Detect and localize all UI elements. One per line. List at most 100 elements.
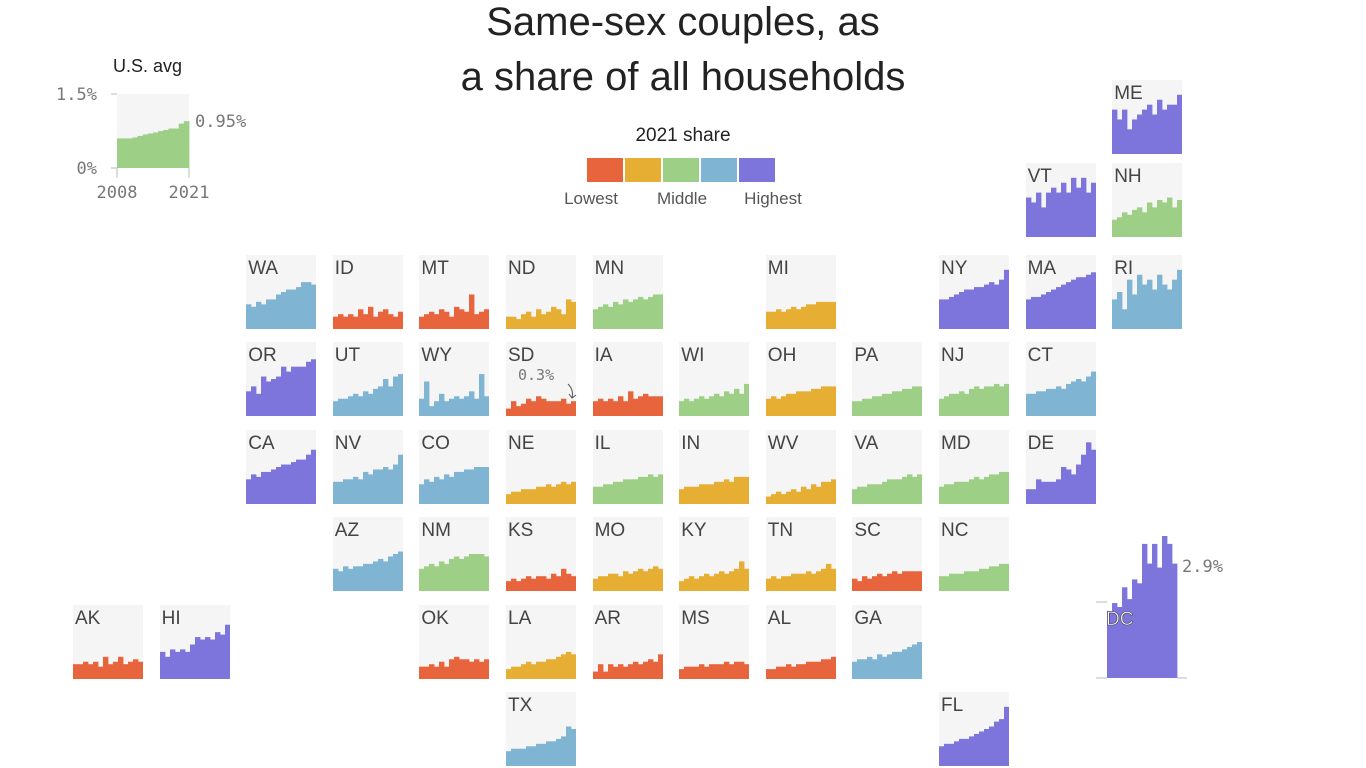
bar-in-2014: [709, 484, 715, 504]
legend-swatch-2: [625, 158, 661, 182]
bar-ma-2018: [1075, 277, 1081, 329]
bar-ms-2017: [724, 661, 730, 679]
bar-or-2014: [276, 376, 282, 416]
bar-ak-2009: [78, 664, 84, 679]
bar-ga-2014: [882, 656, 888, 679]
bar-de-2017: [1070, 474, 1076, 504]
state-tile-or: OR: [246, 342, 317, 416]
bar-tn-2020: [825, 563, 832, 591]
bar-id-2010: [342, 316, 349, 329]
bar-ar-2011: [607, 664, 613, 679]
bar-wy-2017: [464, 396, 470, 416]
state-tile-az: AZ: [332, 517, 403, 591]
bar-or-2008: [246, 391, 252, 416]
bar-nm-2008: [419, 568, 425, 591]
bar-mn-2016: [632, 299, 638, 329]
state-chart-or: [246, 359, 317, 416]
us-avg-bar-2017: [163, 130, 169, 168]
bar-ia-2008: [592, 401, 598, 416]
state-label-ks: KS: [508, 520, 534, 541]
bar-id-2020: [392, 316, 399, 329]
us-avg-bar-2008: [117, 138, 123, 168]
bar-mi-2008: [765, 311, 772, 329]
bar-oh-2021: [830, 386, 836, 416]
bar-sd-2020: [566, 403, 572, 416]
bar-wa-2009: [251, 306, 257, 329]
state-label-nd: ND: [508, 258, 536, 279]
state-label-ok: OK: [421, 608, 449, 629]
bar-pa-2019: [907, 388, 913, 416]
bar-de-2014: [1055, 479, 1061, 504]
bar-il-2016: [632, 479, 638, 504]
bar-ga-2010: [862, 659, 868, 679]
legend-swatch-5: [739, 158, 775, 182]
bar-ok-2020: [479, 661, 485, 679]
bar-de-2013: [1050, 481, 1056, 504]
bar-nd-2020: [566, 299, 572, 329]
bar-ca-2013: [271, 469, 277, 504]
bar-ia-2021: [657, 396, 663, 416]
bar-ny-2015: [974, 287, 980, 329]
bar-ne-2017: [551, 486, 557, 504]
us-avg-bar-2011: [132, 137, 138, 168]
bar-wi-2018: [729, 393, 735, 416]
bar-nv-2021: [397, 454, 403, 504]
bar-id-2013: [357, 309, 364, 329]
bar-ia-2020: [652, 396, 658, 416]
state-tile-ny: NY: [939, 255, 1009, 329]
bar-hi-2008: [159, 651, 165, 679]
bar-ms-2018: [729, 664, 735, 679]
bar-wy-2009: [424, 381, 430, 416]
us-avg-bar-2021: [183, 121, 190, 168]
bar-tn-2013: [790, 573, 797, 591]
bar-ga-2015: [887, 654, 893, 679]
bar-ia-2011: [607, 398, 613, 416]
bar-nd-2008: [506, 316, 512, 329]
bar-va-2013: [877, 484, 883, 504]
bar-ca-2015: [281, 464, 287, 504]
bar-co-2016: [459, 471, 465, 504]
bar-pa-2015: [887, 393, 893, 416]
bar-wi-2020: [739, 393, 745, 416]
bar-oh-2020: [825, 386, 832, 416]
bar-ri-2008: [1112, 299, 1118, 329]
bar-ca-2009: [251, 474, 257, 504]
bar-in-2015: [714, 481, 720, 504]
bar-ok-2016: [459, 659, 465, 679]
bar-la-2021: [571, 654, 576, 679]
state-tile-ri: RI: [1112, 255, 1183, 329]
bar-al-2008: [765, 669, 772, 679]
state-chart-ok: [419, 656, 490, 679]
state-label-ne: NE: [508, 433, 535, 454]
bar-wv-2014: [795, 491, 802, 504]
dc-bar-2017: [1152, 543, 1158, 678]
bar-ma-2011: [1040, 294, 1046, 329]
bar-tn-2015: [800, 573, 807, 591]
bar-fl-2015: [974, 733, 980, 766]
bar-or-2015: [281, 366, 287, 416]
bar-ar-2021: [657, 654, 663, 679]
bar-ny-2016: [979, 287, 985, 329]
bar-nj-2011: [954, 393, 960, 416]
bar-de-2011: [1040, 481, 1046, 504]
bar-az-2009: [337, 571, 344, 591]
bar-nj-2016: [979, 388, 985, 416]
bar-nh-2014: [1142, 212, 1148, 237]
bar-ma-2010: [1035, 296, 1041, 329]
bar-tx-2015: [541, 743, 547, 766]
bar-fl-2013: [964, 738, 970, 766]
bar-co-2019: [474, 467, 480, 504]
bar-ut-2016: [372, 388, 379, 416]
bar-nm-2017: [464, 556, 470, 591]
dc-bar-2010: [1117, 607, 1123, 678]
bar-md-2018: [989, 474, 995, 504]
bar-wv-2013: [790, 489, 797, 504]
bar-nh-2020: [1172, 207, 1178, 237]
bar-mi-2020: [825, 301, 832, 329]
bar-nc-2021: [1004, 563, 1009, 591]
bar-wi-2016: [719, 396, 725, 416]
bar-ne-2010: [516, 491, 522, 504]
bar-ms-2010: [689, 666, 695, 679]
state-label-ak: AK: [75, 608, 101, 629]
bar-ri-2021: [1177, 269, 1183, 329]
